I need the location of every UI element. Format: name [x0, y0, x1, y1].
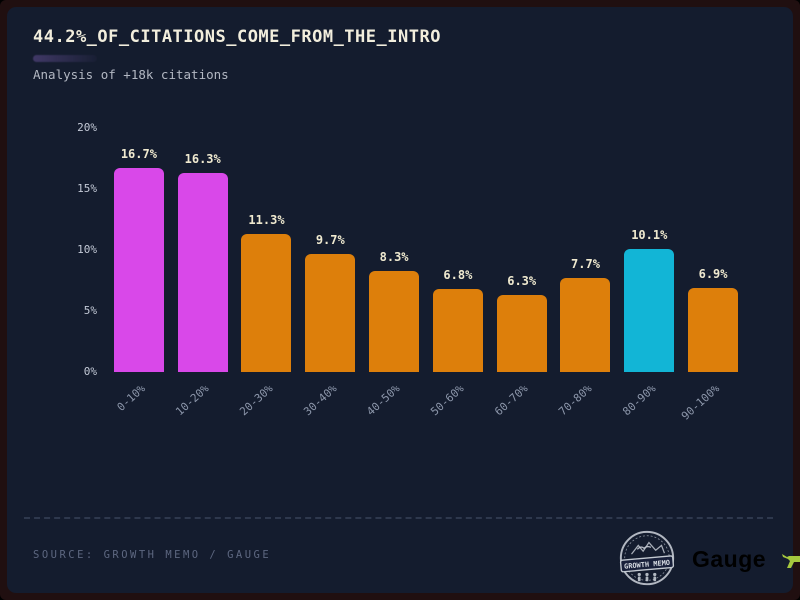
y-axis: 20% 15% 10% 5% 0%: [55, 121, 97, 381]
bar-10-20%: [177, 173, 228, 372]
source-text: SOURCE: GROWTH MEMO / GAUGE: [33, 549, 272, 561]
chart-subtitle: Analysis of +18k citations: [33, 67, 229, 82]
page-title: 44.2%_OF_CITATIONS_COME_FROM_THE_INTRO: [33, 27, 441, 47]
bar-60-70%: [496, 295, 547, 372]
bar-value-label: 7.7%: [571, 257, 600, 272]
bar-70-80%: [560, 278, 611, 372]
bar-slot: 7.7% 70-80%: [554, 128, 618, 418]
bar-value-label: 6.8%: [443, 268, 473, 283]
bar-slot: 6.9% 90-100%: [679, 128, 745, 423]
bar-slot: 8.3% 40-50%: [362, 128, 426, 418]
bar-50-60%: [432, 289, 483, 372]
bar-30-40%: [305, 253, 356, 372]
bar-value-label: 11.3%: [248, 213, 285, 228]
bar-value-label: 9.7%: [315, 232, 345, 247]
title-underline-accent: [33, 55, 97, 62]
bar-20-30%: [241, 234, 292, 372]
y-tick-label: 15%: [77, 182, 97, 195]
bar-value-label: 8.3%: [379, 249, 409, 264]
y-tick-label: 5%: [83, 304, 97, 317]
bar-40-50%: [369, 270, 420, 372]
bar-0-10%: [113, 168, 164, 372]
bar-80-90%: [624, 248, 675, 372]
y-tick-label: 0%: [83, 365, 97, 378]
bar-chart: 16.7% 0-10% 16.3% 10-20% 11.3% 20-30% 9.7% 30-4…: [107, 128, 745, 423]
bar-slot: 16.3% 10-20%: [171, 128, 235, 418]
bar-90-100%: [688, 287, 739, 372]
bar-slot: 10.1% 80-90%: [617, 128, 681, 418]
bar-value-label: 16.7%: [120, 147, 157, 162]
bar-value-label: 10.1%: [631, 227, 668, 242]
bar-slot: 9.7% 30-40%: [298, 128, 362, 418]
footer-divider: [24, 517, 773, 519]
bar-slot: 11.3% 20-30%: [235, 128, 299, 418]
badge-label: GROWTH MEMO: [624, 559, 671, 571]
y-tick-label: 20%: [77, 121, 97, 134]
brand-name: Gauge: [692, 545, 767, 572]
bar-slot: 6.3% 60-70%: [490, 128, 554, 418]
bar-value-label: 6.9%: [698, 266, 728, 281]
bar-value-label: 6.3%: [507, 274, 537, 289]
bar-slot: 16.7% 0-10%: [107, 128, 171, 414]
dog-icon: [782, 554, 800, 568]
logo-group: GROWTH MEMO Gauge: [616, 527, 800, 591]
growth-memo-badge-icon: GROWTH MEMO: [619, 530, 675, 586]
y-tick-label: 10%: [77, 243, 97, 256]
bar-slot: 6.8% 50-60%: [426, 128, 490, 418]
bar-value-label: 16.3%: [184, 152, 221, 167]
